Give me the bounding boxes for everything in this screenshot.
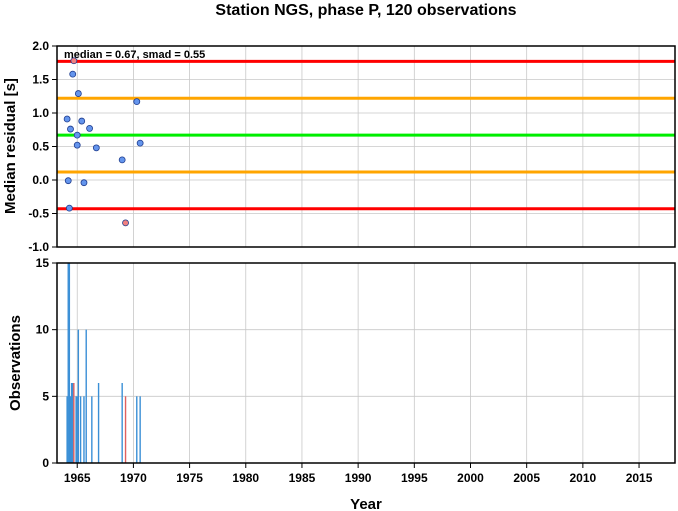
residual-point [63, 115, 71, 123]
bottom-y-tick-labels: 0 5 10 15 [36, 256, 57, 470]
residual-point [73, 141, 81, 149]
residual-point [92, 144, 100, 152]
y-tick-label: 5 [42, 389, 49, 403]
residual-point [133, 98, 141, 106]
residual-point [65, 204, 73, 212]
x-tick-label: 1985 [289, 471, 316, 485]
outlier-point [70, 57, 78, 65]
y-tick-label: 0.0 [32, 173, 49, 187]
top-y-axis-label: Median residual [s] [2, 78, 19, 214]
top-panel-grid [57, 45, 675, 248]
residual-point [118, 156, 126, 164]
x-tick-label: 2000 [457, 471, 484, 485]
bottom-y-axis-label: Observations [7, 315, 24, 411]
x-tick-label: 1975 [176, 471, 203, 485]
y-tick-label: 1.5 [32, 73, 49, 87]
y-tick-label: -0.5 [28, 207, 49, 221]
bottom-panel-grid [57, 262, 675, 464]
y-tick-label: 1.0 [32, 106, 49, 120]
x-tick-label: 2010 [570, 471, 597, 485]
y-tick-label: 0 [42, 456, 49, 470]
y-tick-label: 2.0 [32, 39, 49, 53]
x-tick-label: 1965 [64, 471, 91, 485]
x-tick-label: 1995 [401, 471, 428, 485]
residual-point [64, 177, 72, 185]
residual-point [80, 179, 88, 187]
residual-point [136, 139, 144, 147]
x-tick-label: 1990 [345, 471, 372, 485]
residual-points [63, 57, 144, 227]
residual-point [74, 90, 82, 97]
top-y-tick-labels: -1.0 -0.5 0.0 0.5 1.0 1.5 2.0 [28, 39, 57, 254]
observation-bars [66, 263, 141, 463]
outlier-point [122, 219, 129, 227]
residual-point [86, 125, 93, 132]
y-tick-label: 15 [36, 256, 50, 270]
x-tick-label: 1980 [232, 471, 259, 485]
reference-lines [57, 59, 675, 211]
bottom-panel-frame [56, 262, 676, 464]
x-tick-label: 2005 [513, 471, 540, 485]
stats-annotation: median = 0.67, smad = 0.55 [64, 49, 205, 61]
residual-point [78, 117, 86, 125]
y-tick-label: 10 [36, 323, 50, 337]
residual-point [73, 131, 81, 139]
chart-title: Station NGS, phase P, 120 observations [215, 2, 516, 19]
x-axis-label: Year [350, 496, 382, 511]
residual-point [67, 125, 74, 133]
residual-point [69, 70, 77, 78]
x-tick-label: 2015 [626, 471, 653, 485]
y-tick-label: -1.0 [28, 240, 49, 254]
y-tick-label: 0.5 [32, 140, 49, 154]
x-tick-label: 1970 [120, 471, 147, 485]
x-tick-labels: 1965 1970 1975 1980 1985 1990 1995 2000 2005 2010… [64, 463, 653, 485]
